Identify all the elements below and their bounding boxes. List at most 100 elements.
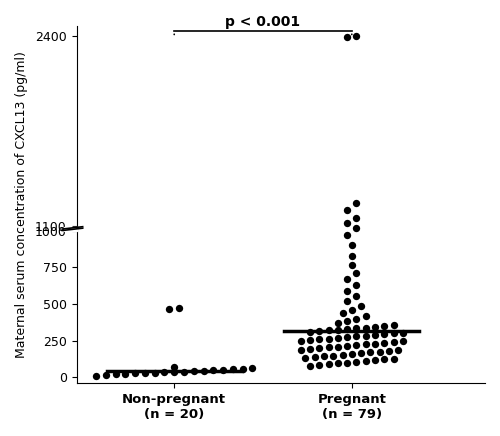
Point [297, 346, 305, 353]
Point [338, 351, 346, 358]
Point [200, 367, 207, 374]
Point [219, 366, 227, 373]
Point [306, 345, 314, 352]
Point [316, 336, 324, 343]
Point [357, 350, 365, 357]
Point [352, 333, 360, 340]
Point [371, 340, 379, 347]
Point [380, 356, 388, 363]
Point [141, 370, 149, 377]
Point [348, 307, 356, 313]
Point [352, 225, 360, 232]
Point [238, 365, 246, 372]
Point [166, 305, 173, 312]
Point [385, 347, 393, 354]
Point [352, 315, 360, 322]
Point [122, 370, 130, 377]
Point [362, 324, 370, 331]
Point [348, 242, 356, 249]
Point [248, 364, 256, 371]
Point [343, 34, 351, 41]
Point [399, 329, 407, 336]
Point [352, 214, 360, 221]
Point [160, 369, 168, 376]
Text: p < 0.001: p < 0.001 [226, 15, 300, 29]
Point [324, 335, 332, 342]
Point [352, 282, 360, 289]
Point [334, 360, 342, 367]
Point [390, 355, 398, 362]
Point [316, 344, 324, 351]
Point [343, 276, 351, 283]
Point [390, 321, 398, 328]
Point [362, 332, 370, 339]
Point [297, 337, 305, 344]
Point [394, 347, 402, 354]
Point [376, 348, 384, 355]
Bar [64, 227, 76, 231]
Point [302, 354, 310, 361]
Point [348, 351, 356, 358]
Point [371, 357, 379, 364]
Point [343, 334, 351, 341]
Point [131, 370, 139, 377]
Point [352, 358, 360, 365]
Point [170, 368, 178, 375]
Point [324, 344, 332, 351]
Point [316, 328, 324, 335]
Point [366, 349, 374, 356]
Point [102, 372, 110, 379]
Point [175, 304, 183, 311]
Point [352, 32, 360, 39]
Point [380, 330, 388, 337]
Point [343, 359, 351, 366]
Point [334, 320, 342, 327]
Point [150, 369, 158, 376]
Point [380, 322, 388, 329]
Point [316, 362, 324, 369]
Point [343, 232, 351, 238]
Point [306, 328, 314, 335]
Point [334, 343, 342, 350]
Point [334, 334, 342, 341]
Point [306, 363, 314, 370]
Point [352, 342, 360, 349]
Point [310, 354, 318, 361]
Point [180, 368, 188, 375]
Point [320, 353, 328, 360]
Point [324, 327, 332, 334]
Point [352, 293, 360, 300]
Point [112, 371, 120, 378]
Point [329, 352, 337, 359]
Point [362, 358, 370, 364]
Point [357, 302, 365, 309]
Point [352, 325, 360, 332]
Point [348, 261, 356, 268]
Point [371, 331, 379, 338]
Point [324, 361, 332, 368]
Point [362, 312, 370, 319]
Point [362, 341, 370, 348]
Point [210, 367, 218, 374]
Point [306, 337, 314, 344]
Point [343, 207, 351, 214]
Point [343, 298, 351, 305]
Point [390, 330, 398, 337]
Point [390, 339, 398, 346]
Point [352, 269, 360, 276]
Point [170, 364, 178, 371]
Point [399, 338, 407, 345]
Point [343, 326, 351, 333]
Point [352, 199, 360, 206]
Point [92, 372, 100, 379]
Point [343, 317, 351, 324]
Point [343, 342, 351, 349]
Point [229, 366, 237, 373]
Point [343, 220, 351, 227]
Point [343, 287, 351, 294]
Point [190, 368, 198, 375]
Point [334, 326, 342, 333]
Point [348, 252, 356, 259]
Point [380, 340, 388, 347]
Point [371, 324, 379, 330]
